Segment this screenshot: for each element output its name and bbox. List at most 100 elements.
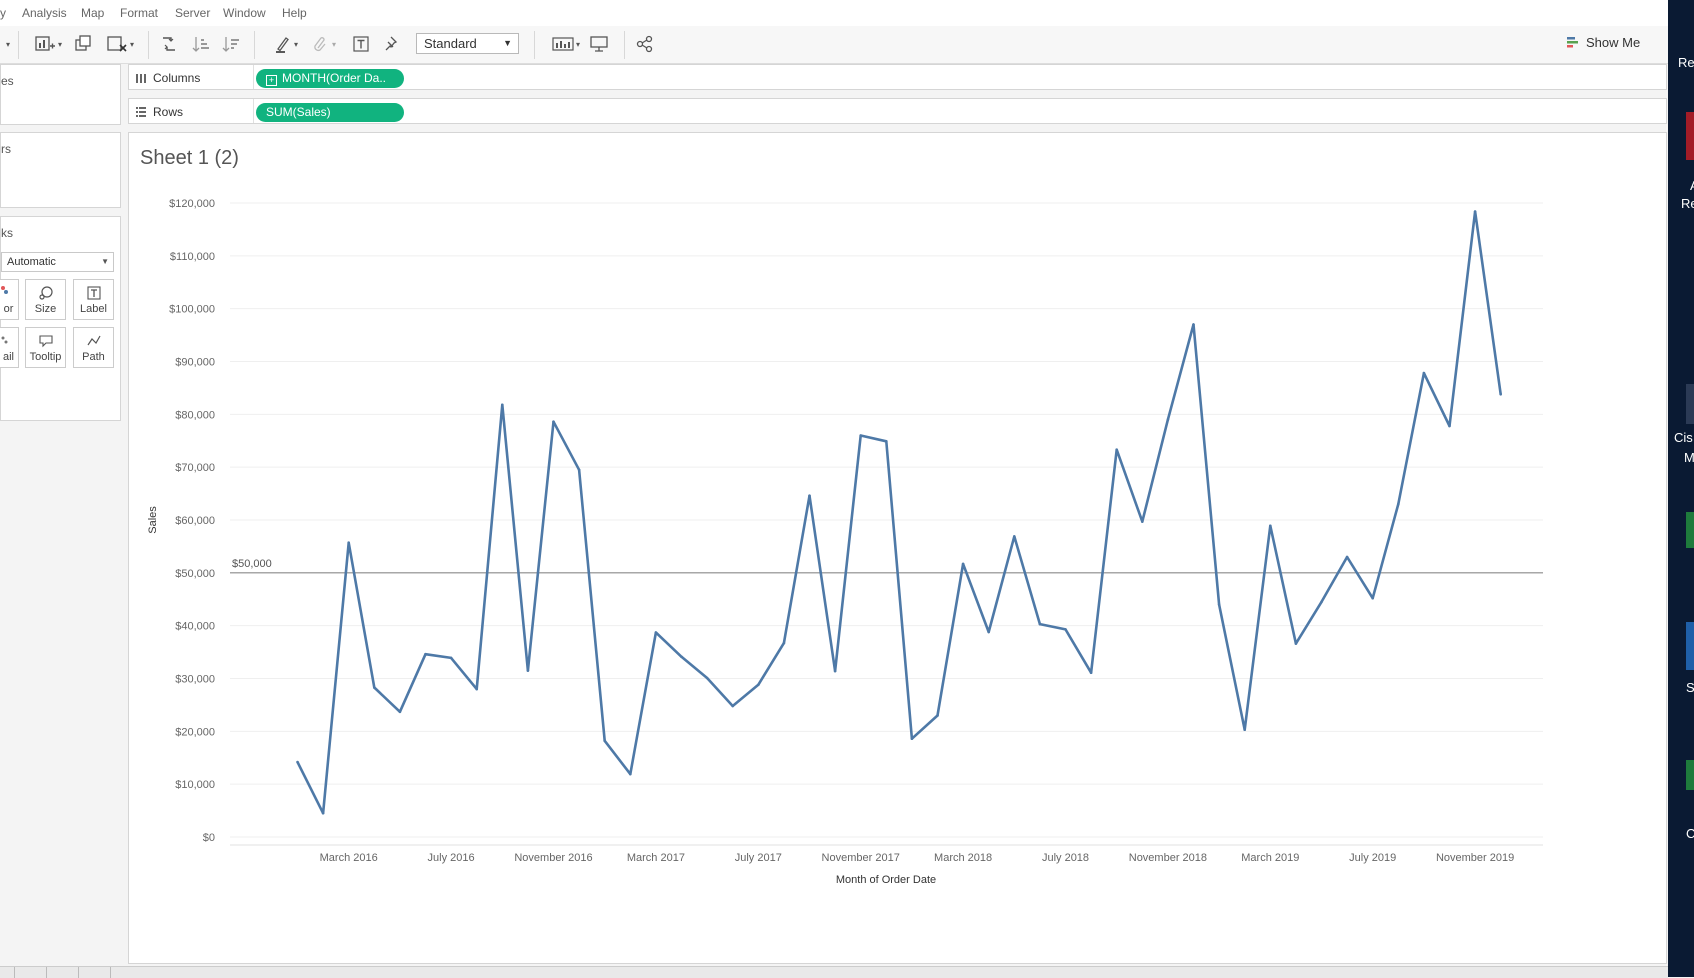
highlighter-icon bbox=[275, 37, 289, 53]
reference-line-label: $50,000 bbox=[232, 558, 272, 570]
y-tick-label: $50,000 bbox=[175, 568, 215, 580]
rows-shelf[interactable]: Rows SUM(Sales) bbox=[128, 98, 1667, 124]
path-icon bbox=[74, 333, 113, 349]
tooltip-card[interactable]: Tooltip bbox=[25, 327, 66, 368]
toolbar: ▾ ▾ ▾ ▾ ▾ Standard ▼ ▾ bbox=[0, 26, 1668, 64]
highlight-button[interactable]: ▾ bbox=[270, 34, 302, 54]
clear-sheet-button[interactable]: ▾ bbox=[102, 34, 138, 54]
desktop-icon-label: Cis bbox=[1674, 430, 1693, 445]
mark-type-dropdown[interactable]: Automatic ▼ bbox=[1, 252, 114, 272]
columns-label: Columns bbox=[153, 71, 201, 85]
menu-item-server[interactable]: Server bbox=[175, 6, 211, 20]
sort-descending-icon bbox=[222, 37, 239, 52]
data-point bbox=[1345, 555, 1349, 559]
fit-dropdown[interactable]: Standard ▼ bbox=[416, 33, 519, 54]
desktop-icon-label: A bbox=[1690, 178, 1694, 193]
cards-icon bbox=[552, 37, 574, 51]
columns-pill[interactable]: + MONTH(Order Da.. bbox=[256, 69, 404, 88]
y-tick-label: $80,000 bbox=[175, 409, 215, 421]
y-tick-label: $20,000 bbox=[175, 726, 215, 738]
paperclip-icon bbox=[314, 37, 326, 52]
data-point bbox=[936, 714, 939, 717]
sales-line-chart[interactable]: $0 $10,000 $20,000 $30,000 $40,000 $50,000 $60… bbox=[129, 133, 1666, 963]
worksheet-view[interactable]: Sheet 1 (2) $0 $10,000 $20,000 $30,000 $40,0… bbox=[128, 132, 1667, 964]
dropdown-caret-icon[interactable]: ▾ bbox=[5, 39, 10, 49]
x-tick-label: March 2017 bbox=[627, 852, 685, 864]
menu-item-analysis[interactable]: Analysis bbox=[22, 6, 67, 20]
data-point bbox=[1064, 628, 1067, 631]
filters-panel[interactable]: rs bbox=[0, 132, 121, 208]
x-tick-label: July 2017 bbox=[735, 852, 782, 864]
marks-panel: ks Automatic ▼ or Size Label ail Tooltip… bbox=[0, 216, 121, 421]
new-worksheet-button[interactable]: ▾ bbox=[30, 34, 66, 54]
y-tick-label: $70,000 bbox=[175, 462, 215, 474]
shelf-divider bbox=[253, 99, 254, 123]
data-point bbox=[1371, 596, 1374, 600]
rows-pill[interactable]: SUM(Sales) bbox=[256, 103, 404, 122]
color-card[interactable]: or bbox=[0, 279, 19, 320]
desktop-app-icon[interactable] bbox=[1686, 760, 1694, 790]
menu-item-format[interactable]: Format bbox=[120, 6, 159, 20]
menu-item-fragment[interactable]: y bbox=[0, 6, 6, 20]
swap-rows-columns-button[interactable] bbox=[158, 34, 180, 54]
x-tick-label: March 2018 bbox=[934, 852, 992, 864]
data-point bbox=[1294, 642, 1298, 645]
x-tick-label: July 2018 bbox=[1042, 852, 1089, 864]
data-point bbox=[577, 468, 581, 472]
show-me-button[interactable]: Show Me bbox=[1566, 35, 1640, 50]
data-point bbox=[526, 669, 530, 672]
menu-item-map[interactable]: Map bbox=[81, 6, 105, 20]
presentation-mode-button[interactable] bbox=[588, 34, 610, 54]
label-card[interactable]: Label bbox=[73, 279, 114, 320]
share-button[interactable] bbox=[634, 34, 656, 54]
menu-item-help[interactable]: Help bbox=[282, 6, 307, 20]
sort-descending-button[interactable] bbox=[220, 34, 242, 54]
fix-axes-button[interactable] bbox=[380, 34, 402, 54]
y-tick-label: $30,000 bbox=[175, 674, 215, 686]
columns-icon bbox=[136, 74, 146, 83]
y-axis-title: Sales bbox=[147, 506, 159, 534]
data-point bbox=[705, 676, 709, 680]
detail-card[interactable]: ail bbox=[0, 327, 19, 368]
x-tick-label: March 2016 bbox=[320, 852, 378, 864]
desktop-app-icon[interactable] bbox=[1686, 512, 1694, 548]
y-tick-label: $120,000 bbox=[169, 198, 215, 210]
path-card-label: Path bbox=[82, 351, 105, 363]
text-label-icon bbox=[74, 285, 113, 301]
data-point bbox=[603, 739, 606, 743]
x-axis-title: Month of Order Date bbox=[836, 874, 936, 886]
data-point bbox=[449, 656, 453, 660]
desktop-app-icon[interactable] bbox=[1686, 112, 1694, 160]
data-point bbox=[1089, 671, 1093, 674]
data-point bbox=[1166, 418, 1170, 421]
data-point bbox=[1448, 424, 1451, 428]
x-tick-label: July 2019 bbox=[1349, 852, 1396, 864]
fit-value: Standard bbox=[424, 36, 477, 51]
columns-shelf[interactable]: Columns + MONTH(Order Da.. bbox=[128, 64, 1667, 90]
x-tick-label: November 2016 bbox=[514, 852, 592, 864]
data-point bbox=[833, 669, 837, 673]
sort-ascending-button[interactable] bbox=[190, 34, 212, 54]
y-tick-label: $100,000 bbox=[169, 304, 215, 316]
toolbar-separator bbox=[534, 31, 535, 59]
data-point bbox=[1269, 524, 1272, 528]
desktop-icon-label: Re bbox=[1681, 196, 1694, 211]
show-cards-button[interactable]: ▾ bbox=[548, 34, 584, 54]
tooltip-card-label: Tooltip bbox=[29, 351, 62, 363]
menu-item-window[interactable]: Window bbox=[223, 6, 266, 20]
duplicate-button[interactable] bbox=[72, 34, 94, 54]
desktop-app-icon[interactable] bbox=[1686, 622, 1694, 670]
status-bar bbox=[0, 966, 1668, 978]
new-worksheet-icon bbox=[35, 36, 55, 51]
x-tick-label: November 2019 bbox=[1436, 852, 1514, 864]
group-members-button[interactable]: ▾ bbox=[308, 34, 340, 54]
show-mark-labels-button[interactable] bbox=[350, 34, 372, 54]
size-card-label: Size bbox=[34, 303, 57, 315]
data-point bbox=[321, 811, 325, 815]
data-point bbox=[1397, 502, 1400, 506]
path-card[interactable]: Path bbox=[73, 327, 114, 368]
desktop-app-icon[interactable] bbox=[1686, 384, 1694, 424]
share-icon bbox=[636, 35, 653, 53]
rows-icon bbox=[136, 107, 146, 117]
size-card[interactable]: Size bbox=[25, 279, 66, 320]
